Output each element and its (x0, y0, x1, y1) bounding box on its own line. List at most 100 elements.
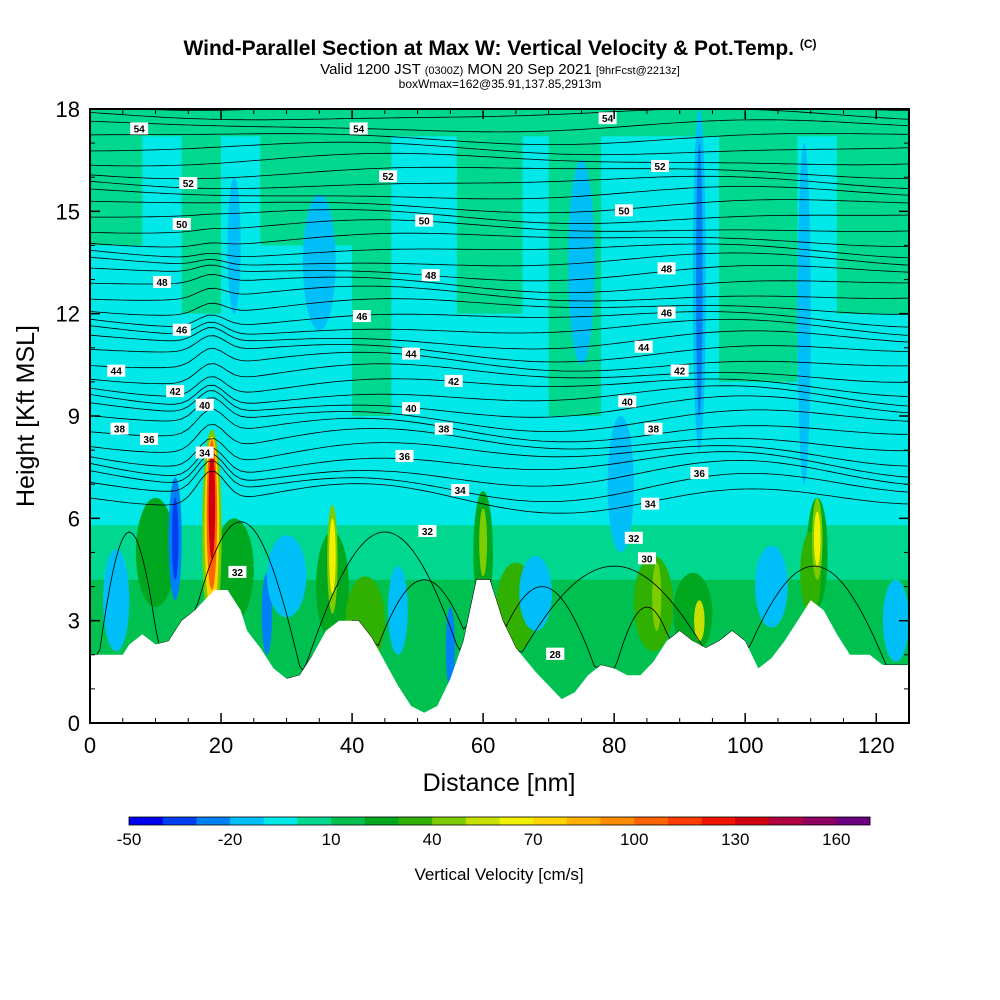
velocity-cell (882, 579, 909, 662)
contour-label-box (395, 449, 414, 462)
contour-label-text: 52 (654, 162, 666, 173)
y-tick-label: 0 (68, 711, 80, 736)
contour-label-box (641, 497, 660, 510)
x-tick-label: 100 (727, 733, 764, 758)
colorbar-swatch (364, 817, 399, 825)
contour-label-text: 38 (648, 425, 660, 436)
contour-label-box (195, 398, 214, 411)
isentrope (90, 438, 909, 467)
contour-label: 40 (618, 395, 637, 408)
contour-label-box (402, 402, 421, 415)
velocity-cell (694, 600, 705, 642)
valid-utc: (0300Z) (424, 65, 464, 77)
velocity-cell (755, 545, 788, 628)
contour-label-text: 52 (383, 172, 395, 183)
colorbar-swatch (802, 817, 837, 825)
forecast-info: [9hrFcst@2213z] (595, 65, 680, 77)
contour-label-box (195, 446, 214, 459)
contour-label-text: 28 (550, 650, 562, 661)
contour-label-text: 32 (232, 568, 244, 579)
contour-label-box (415, 214, 434, 227)
contour-label-text: 54 (134, 124, 146, 135)
chart-title-text: Wind-Parallel Section at Max W: Vertical… (183, 37, 794, 60)
contour-label-box (166, 385, 185, 398)
isentrope (90, 285, 909, 302)
contour-label-text: 36 (399, 452, 411, 463)
isentrope (90, 219, 909, 234)
colorbar-swatch (634, 817, 669, 825)
contour-label-box (421, 269, 440, 282)
colorbar-tick-label: 160 (822, 830, 850, 849)
velocity-cell (652, 562, 662, 631)
colorbar-tick-label: -50 (117, 830, 142, 849)
valid-time: Valid 1200 JST (320, 61, 421, 78)
isentrope (90, 175, 909, 189)
colorbar-swatch (600, 817, 635, 825)
contour-label-box (352, 310, 371, 323)
isentrope (90, 311, 909, 328)
contour-label: 44 (634, 340, 653, 354)
contour-label-box (546, 647, 565, 660)
contour-label: 44 (402, 347, 421, 361)
isentrope (90, 470, 909, 514)
contour-label-text: 38 (114, 425, 126, 436)
velocity-cell (813, 511, 821, 567)
contour-label-box (130, 122, 149, 135)
colorbar-swatch (533, 817, 568, 825)
contour-label: 38 (110, 422, 129, 436)
y-tick-label: 3 (68, 609, 80, 634)
isentrope (90, 166, 909, 180)
contour-label: 46 (657, 306, 676, 320)
contour-label: 52 (179, 177, 198, 190)
colorbar-swatch (230, 817, 265, 825)
isentrope (90, 531, 169, 656)
contour-label-box (690, 466, 709, 479)
contour-label: 32 (624, 531, 643, 545)
valid-date: MON 20 Sep 2021 (467, 61, 592, 78)
velocity-cell (519, 555, 552, 631)
velocity-cell (171, 497, 179, 580)
isentrope (90, 376, 909, 397)
x-axis-label: Distance [nm] (423, 769, 576, 797)
contour-label: 46 (352, 310, 371, 323)
y-tick-label: 12 (56, 302, 80, 327)
contour-label: 50 (614, 204, 633, 217)
contour-label-box (172, 217, 191, 230)
isentrope (90, 252, 909, 267)
contour-label: 50 (415, 214, 434, 228)
isentrope (90, 199, 909, 214)
contour-label-text: 48 (157, 278, 169, 289)
contour-label: 54 (349, 122, 368, 135)
contour-label-text: 48 (661, 264, 673, 275)
isentrope (90, 423, 909, 453)
velocity-cell (329, 518, 336, 594)
contour-label: 40 (402, 402, 421, 415)
contour-label-text: 46 (176, 326, 188, 337)
isentrope (90, 119, 909, 133)
contour-label: 42 (166, 385, 185, 398)
isentrope (90, 454, 909, 487)
contour-label-box (139, 432, 158, 445)
isentrope (90, 335, 909, 363)
contour-label: 40 (195, 398, 214, 412)
contour-label-box (228, 565, 247, 578)
contour-label: 36 (395, 449, 414, 463)
contour-label: 48 (421, 269, 440, 282)
contour-label-box (670, 364, 689, 377)
contour-label-box (434, 422, 453, 435)
isentrope (718, 565, 909, 666)
x-tick-label: 40 (340, 733, 364, 758)
contour-label-text: 44 (405, 350, 417, 361)
contour-label: 34 (195, 446, 214, 460)
contour-label-box (451, 484, 470, 497)
colorbar-tick-label: -20 (218, 830, 243, 849)
contour-label-box (153, 275, 172, 288)
velocity-cell (479, 508, 488, 577)
isentrope (90, 109, 909, 121)
velocity-cell (103, 549, 130, 652)
contour-label-text: 54 (602, 114, 614, 125)
colorbar-swatch (196, 817, 231, 825)
isentrope (90, 298, 909, 316)
x-tick-label: 60 (471, 733, 495, 758)
